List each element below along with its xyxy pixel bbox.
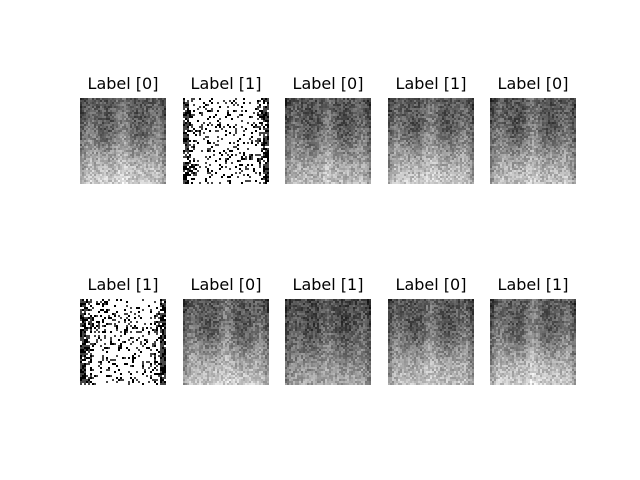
chest-xray-image bbox=[183, 299, 269, 385]
panel-title: Label [0] bbox=[87, 74, 159, 93]
chest-xray-image bbox=[285, 98, 371, 184]
chest-xray-image bbox=[490, 98, 576, 184]
panel-title: Label [1] bbox=[87, 275, 159, 294]
panel-title: Label [1] bbox=[497, 275, 569, 294]
panel-title: Label [1] bbox=[190, 74, 262, 93]
chest-xray-image bbox=[388, 98, 474, 184]
noise-image bbox=[80, 299, 166, 385]
panel-title: Label [0] bbox=[292, 74, 364, 93]
chest-xray-image bbox=[388, 299, 474, 385]
panel-title: Label [1] bbox=[292, 275, 364, 294]
panel-title: Label [0] bbox=[497, 74, 569, 93]
panel-title: Label [0] bbox=[190, 275, 262, 294]
noise-image bbox=[183, 98, 269, 184]
chest-xray-image bbox=[80, 98, 166, 184]
panel-title: Label [1] bbox=[395, 74, 467, 93]
panel-title: Label [0] bbox=[395, 275, 467, 294]
chest-xray-image bbox=[285, 299, 371, 385]
chest-xray-image bbox=[490, 299, 576, 385]
